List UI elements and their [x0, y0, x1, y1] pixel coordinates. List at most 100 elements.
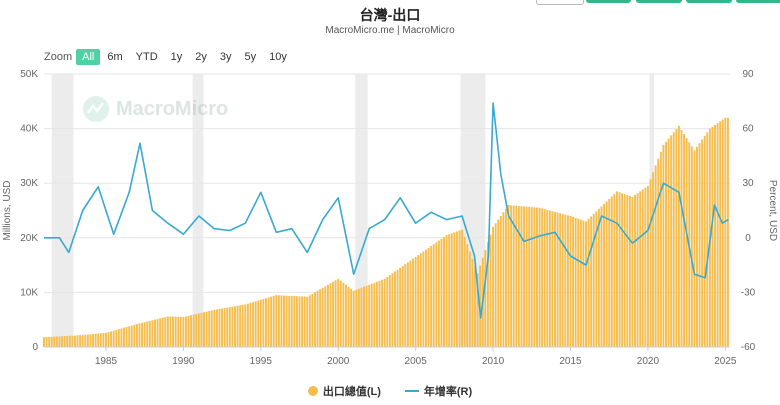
top-action-button[interactable]: [636, 0, 682, 3]
top-menu-button[interactable]: [536, 0, 584, 5]
zoom-all-button[interactable]: All: [76, 49, 101, 65]
export-bar: [148, 320, 151, 347]
top-action-button[interactable]: [686, 0, 732, 3]
export-value-bars: [43, 117, 729, 348]
export-bar: [541, 208, 544, 347]
export-bar: [409, 260, 412, 347]
export-bar: [236, 305, 239, 347]
export-bar: [701, 139, 704, 347]
zoom-5y-button[interactable]: 5y: [244, 51, 257, 63]
export-bar: [461, 229, 464, 347]
export-bar: [474, 266, 476, 347]
export-bar: [172, 316, 175, 347]
export-bar: [383, 278, 386, 347]
export-bar: [417, 255, 420, 347]
export-bar: [133, 324, 136, 347]
zoom-3y-button[interactable]: 3y: [219, 51, 232, 63]
export-bar: [332, 281, 335, 347]
export-bar: [192, 314, 195, 347]
export-bar: [726, 117, 729, 348]
export-bar: [706, 132, 709, 347]
zoom-6m-button[interactable]: 6m: [107, 51, 123, 63]
export-bar: [468, 251, 471, 347]
zoom-1y-button[interactable]: 1y: [170, 51, 183, 63]
export-bar: [272, 295, 275, 347]
export-bar: [262, 298, 265, 347]
export-bar: [603, 203, 606, 347]
export-bar: [533, 207, 536, 347]
export-bar: [631, 196, 634, 347]
export-bar: [350, 288, 353, 347]
export-bar: [592, 213, 595, 347]
export-bar: [476, 273, 479, 347]
export-bar: [466, 244, 469, 347]
export-bar: [107, 332, 110, 347]
legend-item-line[interactable]: 年增率(R): [404, 383, 472, 399]
export-bar: [579, 219, 582, 347]
export-bar: [610, 196, 613, 347]
zoom-ytd-button[interactable]: YTD: [135, 51, 158, 63]
export-bar: [719, 121, 722, 347]
export-bar: [154, 319, 156, 347]
export-bar: [347, 286, 350, 347]
export-bar: [74, 335, 76, 347]
export-bar: [412, 258, 415, 347]
export-bar: [123, 327, 125, 347]
export-bar: [566, 215, 569, 347]
x-tick-label: 2005: [405, 356, 428, 367]
export-bar: [507, 205, 510, 347]
macromicro-logo-icon: [83, 96, 109, 122]
export-bar: [528, 206, 531, 347]
yoy-line-path: [44, 102, 729, 319]
legend-item-bars[interactable]: 出口總值(L): [307, 383, 381, 399]
export-bar: [672, 132, 675, 347]
export-bar: [639, 191, 642, 347]
export-bar: [63, 336, 66, 347]
export-bar: [675, 129, 678, 347]
y-right-tick-label: -30: [741, 287, 756, 298]
export-bar: [492, 226, 495, 347]
zoom-2y-button[interactable]: 2y: [195, 51, 207, 63]
export-bar: [559, 213, 562, 347]
export-bar: [600, 206, 603, 347]
export-bar: [81, 334, 84, 347]
export-bar: [657, 158, 660, 347]
y-right-tick-label: -60: [741, 342, 756, 353]
export-bar: [646, 185, 649, 347]
export-bar: [164, 317, 167, 347]
export-bar: [337, 278, 340, 347]
export-bar: [634, 195, 636, 347]
export-bar: [435, 242, 438, 347]
export-bar: [203, 312, 205, 347]
export-bar: [670, 135, 673, 347]
export-bar: [205, 311, 208, 347]
export-bar: [714, 124, 716, 348]
y-right-axis-title: Percent, USD: [767, 180, 778, 241]
export-bar: [117, 329, 120, 347]
export-bar: [239, 305, 242, 347]
export-bar: [259, 299, 262, 347]
export-bar: [551, 211, 554, 347]
top-action-button[interactable]: [586, 0, 631, 3]
export-bar: [368, 284, 371, 347]
export-bar: [223, 308, 226, 347]
export-bar: [226, 307, 229, 347]
y-left-tick-label: 30K: [20, 178, 38, 189]
export-bar: [595, 211, 598, 347]
x-tick-label: 2010: [482, 356, 505, 367]
top-action-button[interactable]: [736, 0, 780, 3]
export-bar: [450, 233, 453, 347]
export-bar: [401, 266, 404, 347]
export-bar: [319, 289, 322, 347]
export-bar: [283, 295, 285, 347]
export-bar: [143, 322, 146, 347]
export-bar: [711, 126, 714, 347]
recession-band: [51, 74, 74, 347]
export-bar: [200, 312, 203, 347]
export-bar: [432, 244, 435, 347]
zoom-10y-button[interactable]: 10y: [269, 51, 287, 63]
export-bar: [458, 230, 461, 347]
export-bar: [290, 295, 293, 347]
export-bar: [285, 295, 288, 347]
export-bar: [141, 322, 144, 347]
